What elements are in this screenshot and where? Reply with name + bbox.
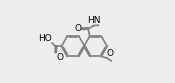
Text: O: O xyxy=(75,24,82,33)
Text: HO: HO xyxy=(38,34,52,43)
Text: HN: HN xyxy=(87,16,100,25)
Text: O: O xyxy=(107,49,114,58)
Text: O: O xyxy=(57,53,64,62)
